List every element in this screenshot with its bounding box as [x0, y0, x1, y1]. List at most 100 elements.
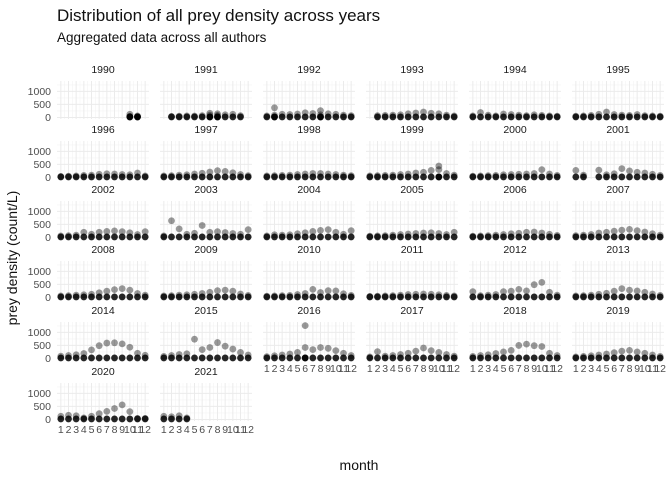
- data-point: [286, 173, 294, 181]
- data-point: [263, 233, 271, 241]
- data-point: [427, 167, 435, 174]
- data-point: [324, 287, 332, 295]
- data-point: [427, 347, 435, 355]
- data-point: [507, 113, 515, 121]
- data-point: [507, 354, 515, 362]
- data-point: [65, 173, 72, 181]
- data-point: [420, 173, 427, 181]
- data-point: [278, 354, 286, 362]
- data-point: [572, 113, 580, 121]
- x-tick-label: 1: [161, 424, 167, 436]
- data-point: [324, 354, 332, 362]
- data-point: [633, 233, 641, 241]
- x-tick-label: 5: [398, 363, 404, 375]
- data-point: [389, 293, 397, 301]
- data-point: [374, 173, 381, 181]
- x-tick-label: 2: [272, 363, 278, 375]
- data-point: [587, 113, 595, 121]
- data-point: [633, 173, 641, 181]
- data-point: [103, 233, 111, 241]
- data-point: [595, 233, 603, 241]
- data-point: [237, 113, 244, 121]
- x-tick-label: 9: [634, 363, 640, 375]
- x-tick-label: 3: [176, 424, 182, 436]
- y-tick-label: 1000: [28, 146, 52, 158]
- data-point: [88, 293, 95, 301]
- data-point: [626, 293, 633, 301]
- facet-panel-1992: 1992: [263, 64, 355, 121]
- data-point: [435, 293, 443, 301]
- facet-strip-label: 1993: [400, 64, 424, 76]
- data-point: [88, 233, 95, 241]
- data-point: [618, 354, 626, 362]
- y-tick-label: 0: [45, 172, 51, 184]
- data-point: [229, 293, 237, 301]
- data-point: [332, 173, 340, 181]
- data-point: [95, 173, 103, 181]
- data-point: [294, 293, 301, 301]
- facet-strip-label: 2012: [503, 244, 527, 256]
- data-point: [546, 288, 553, 296]
- facet-strip-label: 2000: [503, 124, 527, 136]
- data-point: [134, 233, 141, 241]
- facet-panel-1993: 1993: [366, 64, 458, 121]
- data-point: [618, 113, 626, 121]
- data-point: [332, 287, 340, 295]
- data-point: [332, 228, 340, 236]
- data-point: [347, 173, 355, 181]
- data-point: [572, 233, 580, 241]
- data-point: [427, 173, 435, 181]
- data-point: [160, 173, 168, 181]
- data-point: [111, 233, 118, 241]
- x-tick-label: 9: [119, 424, 125, 436]
- data-point: [397, 293, 404, 301]
- data-point: [198, 222, 206, 229]
- data-point: [244, 173, 252, 181]
- y-tick-label: 1000: [28, 266, 52, 278]
- data-point: [633, 113, 641, 121]
- data-point: [301, 233, 309, 241]
- facet-panel-1991: 1991: [160, 64, 252, 121]
- x-tick-label: 2: [169, 424, 175, 436]
- data-point: [103, 415, 111, 423]
- data-point: [191, 354, 198, 362]
- data-point: [610, 349, 618, 357]
- x-tick-label: 10: [433, 363, 445, 375]
- data-point: [111, 354, 118, 362]
- data-point: [484, 354, 492, 362]
- facet-panel-2015: 2015: [160, 305, 252, 362]
- data-point: [191, 113, 198, 121]
- facet-panel-2011: 2011: [366, 244, 458, 301]
- data-point: [271, 293, 278, 301]
- data-point: [175, 293, 183, 301]
- data-point: [111, 227, 118, 235]
- data-point: [294, 113, 301, 121]
- x-tick-label: 10: [124, 424, 136, 436]
- data-point: [397, 173, 404, 181]
- facet-strip-label: 2009: [194, 244, 218, 256]
- data-point: [214, 113, 221, 121]
- x-tick-label: 12: [654, 363, 666, 375]
- data-point: [572, 173, 580, 181]
- data-point: [332, 233, 340, 241]
- data-point: [206, 233, 214, 241]
- data-point: [397, 233, 404, 241]
- data-point: [244, 233, 252, 241]
- data-point: [126, 233, 134, 241]
- data-point: [263, 293, 271, 301]
- data-point: [278, 233, 286, 241]
- data-point: [126, 293, 134, 301]
- data-point: [183, 354, 191, 362]
- facet-strip-label: 1998: [297, 124, 321, 136]
- data-point: [214, 173, 221, 181]
- data-point: [271, 173, 278, 181]
- data-point: [118, 401, 126, 409]
- facet-strip-label: 2003: [194, 184, 218, 196]
- data-point: [206, 173, 214, 181]
- data-point: [57, 354, 65, 362]
- data-point: [603, 113, 610, 121]
- data-point: [435, 162, 443, 170]
- data-point: [420, 233, 427, 241]
- data-point: [340, 113, 347, 121]
